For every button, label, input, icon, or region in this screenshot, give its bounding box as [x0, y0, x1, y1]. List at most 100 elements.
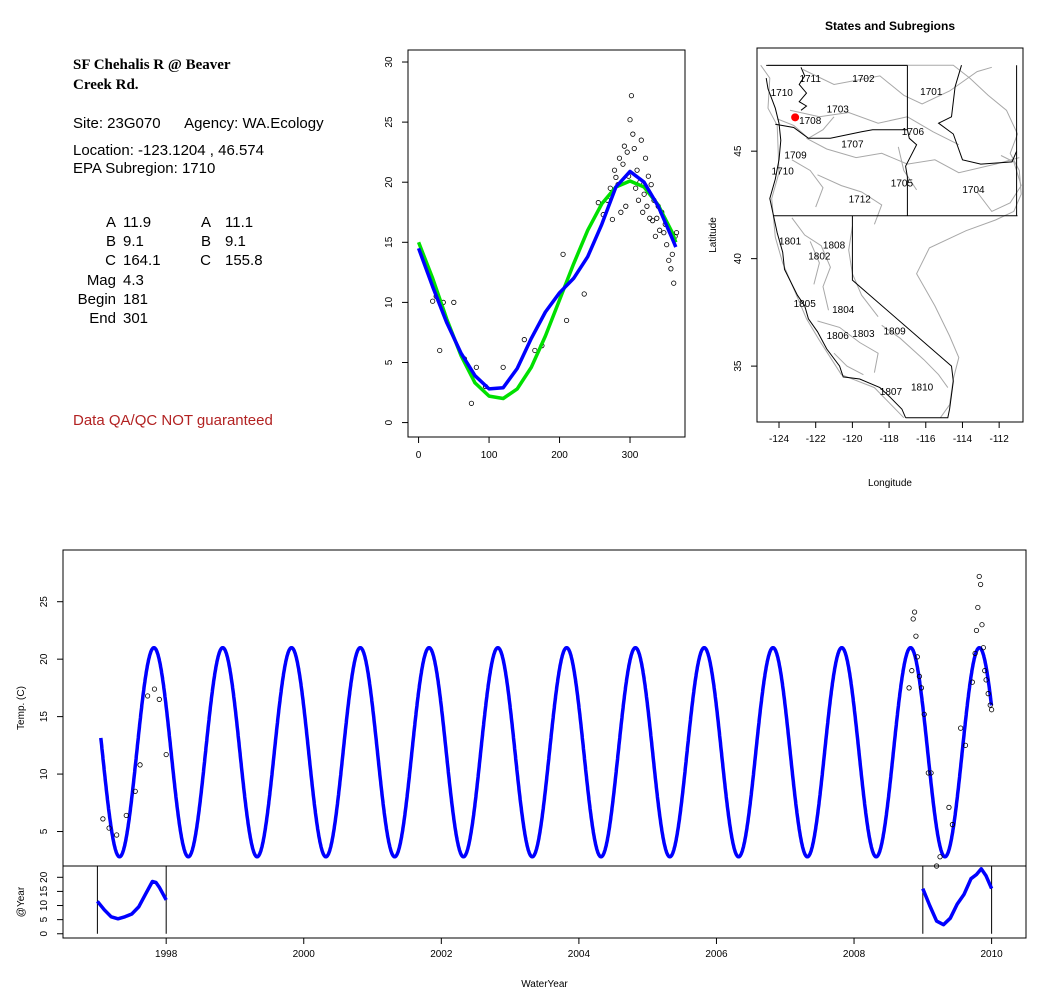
data-point — [980, 645, 986, 651]
param-key: End — [89, 309, 116, 327]
data-point — [910, 616, 916, 622]
data-point — [114, 832, 120, 838]
data-point — [666, 257, 672, 263]
y-tick-label: 30 — [384, 56, 395, 68]
data-point — [631, 145, 637, 152]
x-tick-label: -114 — [953, 434, 973, 445]
fit-curve — [416, 179, 678, 401]
data-point — [621, 143, 627, 149]
site-agency-line: Site: 23G070 Agency: WA.Ecology — [73, 115, 373, 133]
region-label: 1810 — [911, 383, 934, 394]
y-tick-label: 0 — [39, 931, 50, 937]
data-point — [624, 149, 630, 155]
param-key: B — [105, 233, 116, 251]
data-point — [925, 770, 931, 776]
param-value: 181 — [123, 290, 149, 308]
subregion-boundary — [791, 217, 831, 311]
data-point — [916, 673, 922, 680]
param-key-2: C — [200, 252, 211, 270]
x-tick-label: -116 — [916, 434, 936, 445]
x-tick-label: 0 — [416, 450, 422, 461]
region-label: 1708 — [799, 116, 822, 127]
data-point — [918, 685, 925, 691]
data-point — [100, 816, 106, 822]
data-point — [913, 633, 919, 639]
region-label: 1806 — [827, 331, 850, 342]
x-tick-label: 1998 — [155, 949, 178, 960]
data-point — [985, 691, 991, 697]
data-point — [671, 280, 677, 286]
data-point — [661, 230, 667, 236]
data-point — [640, 209, 646, 215]
region-label: 1711 — [799, 74, 821, 85]
x-tick-label: 100 — [481, 450, 498, 461]
param-key: C — [105, 252, 116, 270]
param-key-2: B — [200, 233, 211, 251]
region-label: 1807 — [880, 387, 903, 398]
region-label: 1704 — [962, 185, 985, 196]
data-point — [560, 251, 566, 257]
param-value-2: 11.1 — [225, 214, 254, 231]
y-tick-label: 20 — [39, 653, 50, 665]
data-point — [634, 167, 640, 173]
region-label: 1804 — [832, 305, 855, 316]
data-point — [911, 609, 918, 615]
state-boundary — [851, 215, 954, 419]
data-point — [906, 685, 912, 691]
state-boundary — [775, 123, 908, 139]
region-label: 1710 — [772, 167, 795, 178]
x-axis-label: WaterYear — [521, 979, 568, 990]
x-tick-label: 2010 — [980, 949, 1003, 960]
timeseries-plot: 5 10 15 20 25 Temp. (C) — [16, 549, 1027, 869]
site-marker — [791, 113, 800, 122]
y-tick-label: 40 — [733, 253, 744, 265]
param-key: Mag — [86, 271, 116, 289]
data-point — [652, 233, 658, 239]
x-tick-label: 2008 — [843, 949, 866, 960]
data-point — [581, 291, 587, 297]
data-point — [979, 622, 985, 628]
region-label: 1803 — [852, 329, 875, 340]
data-point — [151, 686, 158, 692]
plot-frame — [62, 549, 1027, 867]
data-point — [958, 725, 964, 731]
data-point — [521, 337, 527, 343]
region-label: 1703 — [827, 104, 850, 115]
data-point — [473, 364, 479, 370]
data-point — [641, 191, 647, 197]
data-point — [635, 197, 642, 203]
data-point — [437, 347, 443, 354]
data-point — [563, 317, 570, 324]
region-label: 1808 — [823, 241, 846, 252]
subregion-boundary — [791, 159, 824, 208]
x-tick-label: -122 — [806, 434, 826, 445]
region-label: 1706 — [902, 127, 925, 138]
data-point — [106, 825, 112, 831]
data-point — [668, 266, 674, 272]
x-tick-label: -124 — [769, 434, 789, 445]
data-point — [638, 137, 644, 143]
data-point — [649, 218, 656, 224]
data-point — [618, 209, 624, 215]
data-point — [468, 400, 475, 406]
plot-frame — [407, 49, 686, 438]
y-tick-label: 35 — [733, 360, 744, 372]
data-point — [623, 203, 629, 209]
map-title: States and Subregions — [825, 19, 955, 33]
state-boundary — [905, 65, 918, 216]
data-point — [969, 679, 975, 685]
param-value-2: 155.8 — [225, 252, 263, 270]
qa-disclaimer: Data QA/QC NOT guaranteed — [73, 412, 273, 429]
model-curve — [99, 645, 994, 859]
y-tick-label: 15 — [384, 236, 395, 248]
location-label: Location: -123.1204 , 46.574 — [73, 142, 264, 159]
x-tick-label: -120 — [842, 434, 862, 445]
param-value: 9.1 — [123, 233, 144, 251]
data-point — [921, 711, 927, 717]
region-label: 1707 — [841, 140, 864, 151]
data-point — [628, 93, 635, 99]
data-point — [613, 174, 619, 180]
data-point — [946, 804, 952, 810]
data-point — [642, 155, 649, 161]
param-key-2: A — [200, 214, 211, 231]
